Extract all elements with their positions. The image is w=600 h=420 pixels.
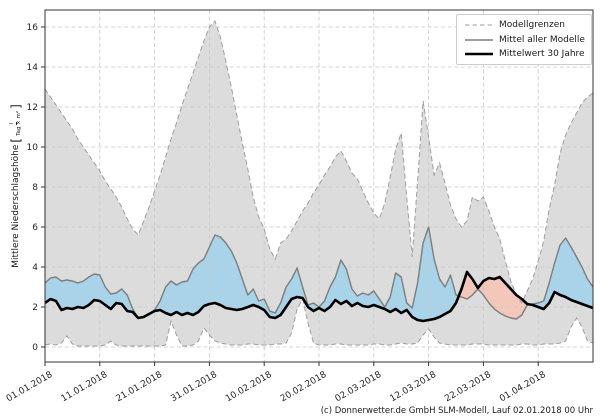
lower-bound-line [44,297,594,347]
x-tick-label: 01.01.2018 [5,370,55,405]
copyright-credit: (c) Donnerwetter.de GmbH SLM-Modell, Lau… [320,406,593,416]
legend-label: Mittelwert 30 Jahre [499,48,585,59]
legend-label: Modellgrenzen [499,20,565,31]
y-tick-label: 10 [27,143,39,153]
y-tick-label: 2 [32,303,38,313]
x-tick-label: 20.02.2018 [279,370,329,405]
y-axis-unit-bracket-close: ] [9,104,23,109]
x-tick-label: 12.03.2018 [388,370,438,405]
y-axis-unit-bracket-open: [ [9,137,23,143]
dashed-line-sample [465,24,493,26]
model-bounds-band [45,21,593,346]
x-tick-label: 01.04.2018 [498,370,548,405]
legend-item-mittel-aller-modelle: Mittel aller Modelle [457,35,591,45]
y-tick-label: 6 [32,223,38,233]
y-tick-label: 0 [32,343,38,353]
y-tick-label: 16 [27,23,39,33]
x-tick-label: 02.03.2018 [334,370,384,405]
above-normal-fill [45,227,593,321]
y-axis-label-text: Mittlere Niederschlagshöhe [11,144,21,268]
upper-bound-line [44,20,594,305]
solid-black-thick-line-sample [465,52,493,56]
x-tick-label: 10.02.2018 [224,370,274,405]
x-tick-label: 11.01.2018 [60,370,110,405]
y-tick-label: 8 [32,183,38,193]
y-axis-unit-fraction: l Tag × m² [9,110,23,136]
legend-label: Mittel aller Modelle [499,34,585,45]
legend: Modellgrenzen Mittel aller Modelle Mitte… [456,14,592,65]
x-tick-label: 22.03.2018 [443,370,493,405]
solid-gray-line-sample [465,38,493,41]
y-tick-label: 12 [27,103,38,113]
mean-30yr-line [44,270,594,323]
x-tick-label: 31.01.2018 [169,370,219,405]
y-axis-unit-denominator: Tag × m² [15,110,22,136]
y-axis-label: Mittlere Niederschlagshöhe [ l Tag × m² … [8,66,24,306]
legend-item-mittelwert-30-jahre: Mittelwert 30 Jahre [457,49,591,59]
y-tick-label: 4 [32,263,38,273]
x-tick-label: 21.01.2018 [114,370,164,405]
y-tick-label: 14 [27,63,39,73]
legend-item-modellgrenzen: Modellgrenzen [457,20,591,30]
